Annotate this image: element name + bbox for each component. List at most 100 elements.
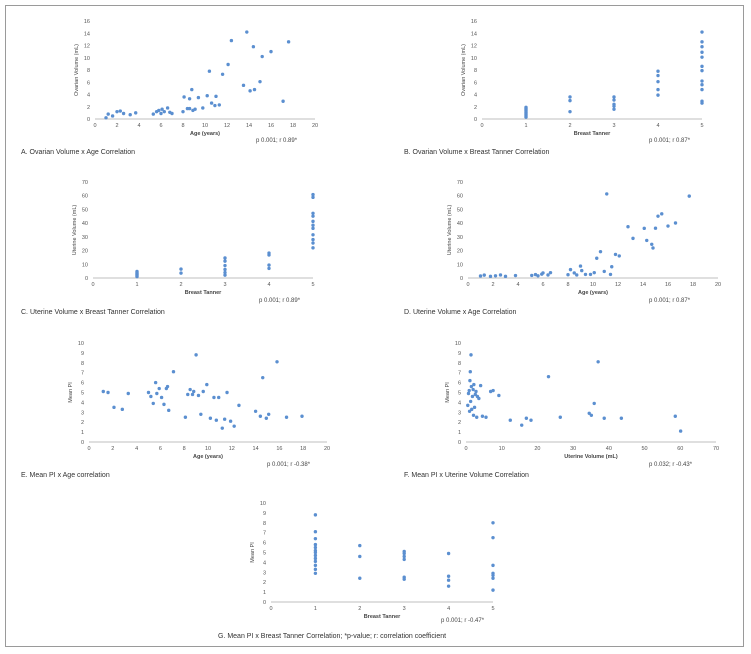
data-point <box>470 407 474 412</box>
x-tick-label: 2 <box>111 446 114 452</box>
x-tick-label: 0 <box>466 282 469 288</box>
data-point <box>181 109 185 114</box>
y-tick-label: 50 <box>457 207 463 213</box>
x-tick-label: 0 <box>91 282 94 288</box>
y-tick-label: 1 <box>81 430 84 436</box>
data-point <box>446 578 451 582</box>
x-tick-label: 0 <box>93 123 96 129</box>
data-point <box>171 370 176 374</box>
x-tick-label: 16 <box>276 446 282 452</box>
y-axis-label: Ovarian Volume (mL) <box>461 44 467 96</box>
data-point <box>660 212 664 216</box>
data-point <box>469 384 474 389</box>
chart-svg-a: 0 2 4 6 8 10 12 14 16 18 20 0 2 4 6 8 10 12 14 16 Age (years… <box>74 19 318 137</box>
data-point <box>165 384 170 389</box>
y-tick-label: 1 <box>263 590 266 596</box>
data-point <box>241 83 246 88</box>
data-point <box>651 246 655 250</box>
data-point <box>612 102 616 107</box>
x-tick-label: 8 <box>566 282 569 288</box>
y-tick-label: 2 <box>474 105 477 111</box>
data-point <box>446 584 451 588</box>
data-point <box>598 249 603 254</box>
y-tick-label: 6 <box>87 80 90 86</box>
x-tick-label: 60 <box>677 446 683 452</box>
data-point <box>286 40 291 44</box>
data-point <box>656 93 660 97</box>
data-point <box>313 553 318 558</box>
correlation-stat: p 0.001; r -0.47* <box>441 618 485 624</box>
x-tick-label: 12 <box>224 123 230 129</box>
data-point <box>258 79 262 84</box>
data-point <box>700 45 704 49</box>
data-point <box>566 273 570 277</box>
data-point <box>135 269 139 274</box>
data-point <box>578 264 583 268</box>
data-point <box>281 99 285 103</box>
data-point <box>313 556 318 561</box>
data-point <box>313 571 318 575</box>
data-point <box>666 224 670 228</box>
y-tick-label: 20 <box>82 249 88 255</box>
data-point <box>478 274 483 278</box>
correlation-stat: p 0.001; r 0.87* <box>649 138 691 144</box>
x-tick-label: 14 <box>246 123 252 129</box>
y-axis-label: Mean PI <box>250 542 256 563</box>
data-point <box>700 40 704 44</box>
y-tick-label: 60 <box>457 194 463 200</box>
data-point <box>300 414 304 418</box>
y-tick-label: 0 <box>263 600 266 606</box>
data-point <box>568 98 572 103</box>
chart-caption: C. Uterine Volume x Breast Tanner Correl… <box>21 309 165 316</box>
data-point <box>179 267 183 271</box>
data-point <box>190 87 194 92</box>
data-point <box>470 394 475 399</box>
data-point <box>619 416 624 420</box>
x-axis-label: Age (years) <box>578 290 608 296</box>
data-point <box>583 272 588 277</box>
data-point <box>112 405 116 410</box>
x-tick-label: 8 <box>183 446 186 452</box>
data-point <box>548 270 553 275</box>
data-point <box>311 192 315 197</box>
data-point <box>612 95 616 99</box>
data-point <box>118 109 123 113</box>
x-tick-label: 3 <box>403 606 406 612</box>
y-tick-label: 9 <box>81 351 84 357</box>
x-tick-label: 4 <box>135 446 138 452</box>
data-point <box>214 94 218 99</box>
y-axis-label: Uterine Volume (mL) <box>72 205 78 256</box>
data-point <box>587 411 591 415</box>
data-point <box>700 50 704 54</box>
data-point <box>473 392 477 397</box>
data-point <box>650 242 654 246</box>
data-point <box>313 513 318 517</box>
data-point <box>466 391 471 396</box>
data-point <box>160 107 164 111</box>
x-tick-label: 14 <box>640 282 646 288</box>
data-point <box>225 390 229 395</box>
data-point <box>313 563 318 568</box>
data-point <box>121 111 126 116</box>
y-tick-label: 12 <box>84 44 90 50</box>
data-point <box>217 395 221 400</box>
data-point <box>475 415 479 419</box>
y-tick-label: 10 <box>82 262 88 268</box>
y-tick-label: 60 <box>82 194 88 200</box>
data-point <box>700 99 704 103</box>
figure-frame: G. Mean PI x Breast Tanner Correlation; … <box>5 5 744 647</box>
data-point <box>468 378 472 383</box>
x-tick-label: 6 <box>159 123 162 129</box>
y-tick-label: 6 <box>458 381 461 387</box>
y-tick-label: 4 <box>87 93 90 99</box>
data-point <box>311 219 315 224</box>
data-point <box>284 415 289 419</box>
data-point <box>226 62 230 67</box>
x-tick-label: 2 <box>115 123 118 129</box>
data-point <box>313 548 318 553</box>
data-point <box>267 263 271 267</box>
data-point <box>170 111 174 116</box>
data-point <box>612 107 616 111</box>
x-tick-label: 4 <box>267 282 270 288</box>
